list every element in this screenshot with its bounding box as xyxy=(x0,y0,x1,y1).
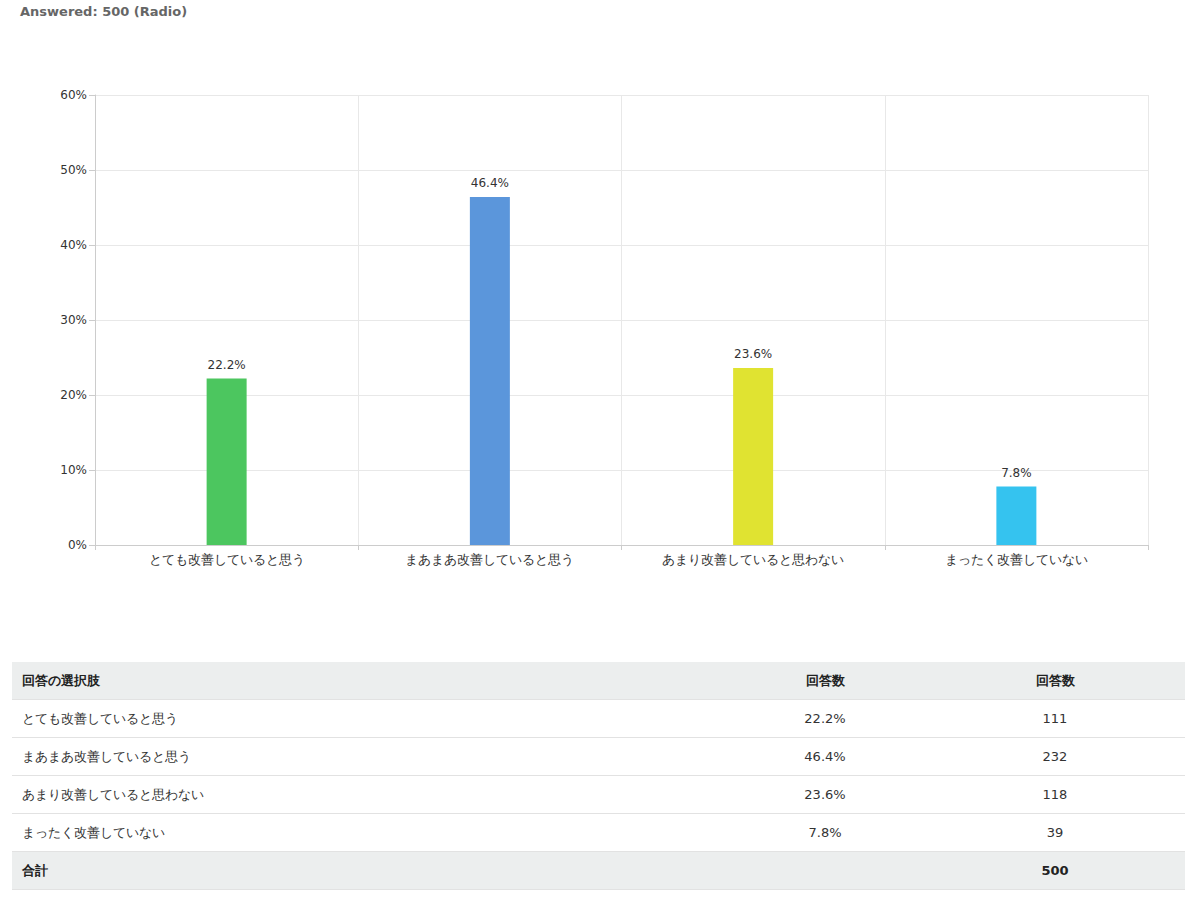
svg-text:23.6%: 23.6% xyxy=(734,347,772,361)
svg-text:40%: 40% xyxy=(60,238,87,252)
svg-text:7.8%: 7.8% xyxy=(1001,466,1032,480)
html-text:Answered: 500 (Radio): Answered: 500 (Radio) xyxy=(20,4,188,19)
html-text:7.8%: 7.8% xyxy=(808,825,842,840)
html-text:まったく改善していない: まったく改善していない xyxy=(22,824,165,840)
html-text:まあまあ改善していると思う: まあまあ改善していると思う xyxy=(22,748,191,764)
svg-text:46.4%: 46.4% xyxy=(471,176,509,190)
html-text:回答数: 回答数 xyxy=(1035,672,1075,688)
svg-text:50%: 50% xyxy=(60,163,87,177)
html-text:118: 118 xyxy=(1042,787,1068,802)
svg-text:10%: 10% xyxy=(60,463,87,477)
html-text:500: 500 xyxy=(1041,863,1069,878)
html-text:回答数: 回答数 xyxy=(805,672,845,688)
svg-text:60%: 60% xyxy=(60,88,87,102)
svg-text:0%: 0% xyxy=(68,538,87,552)
html-text:あまり改善していると思わない: あまり改善していると思わない xyxy=(22,786,204,802)
html-text:23.6%: 23.6% xyxy=(804,787,846,802)
svg-text:20%: 20% xyxy=(60,388,87,402)
svg-text:あまり改善していると思わない: あまり改善していると思わない xyxy=(662,552,844,567)
html-text:39: 39 xyxy=(1046,825,1064,840)
html-text:回答の選択肢: 回答の選択肢 xyxy=(22,672,100,688)
svg-text:22.2%: 22.2% xyxy=(208,358,246,372)
html-text:合計: 合計 xyxy=(22,862,48,878)
svg-text:30%: 30% xyxy=(60,313,87,327)
svg-text:まあまあ改善していると思う: まあまあ改善していると思う xyxy=(405,552,574,567)
svg-text:まったく改善していない: まったく改善していない xyxy=(945,552,1088,567)
html-text:とても改善していると思う: とても改善していると思う xyxy=(22,710,178,726)
html-text:111: 111 xyxy=(1042,711,1068,726)
html-text:22.2%: 22.2% xyxy=(804,711,846,726)
svg-text:とても改善していると思う: とても改善していると思う xyxy=(149,552,305,567)
html-text:232: 232 xyxy=(1042,749,1068,764)
html-text:46.4%: 46.4% xyxy=(804,749,846,764)
